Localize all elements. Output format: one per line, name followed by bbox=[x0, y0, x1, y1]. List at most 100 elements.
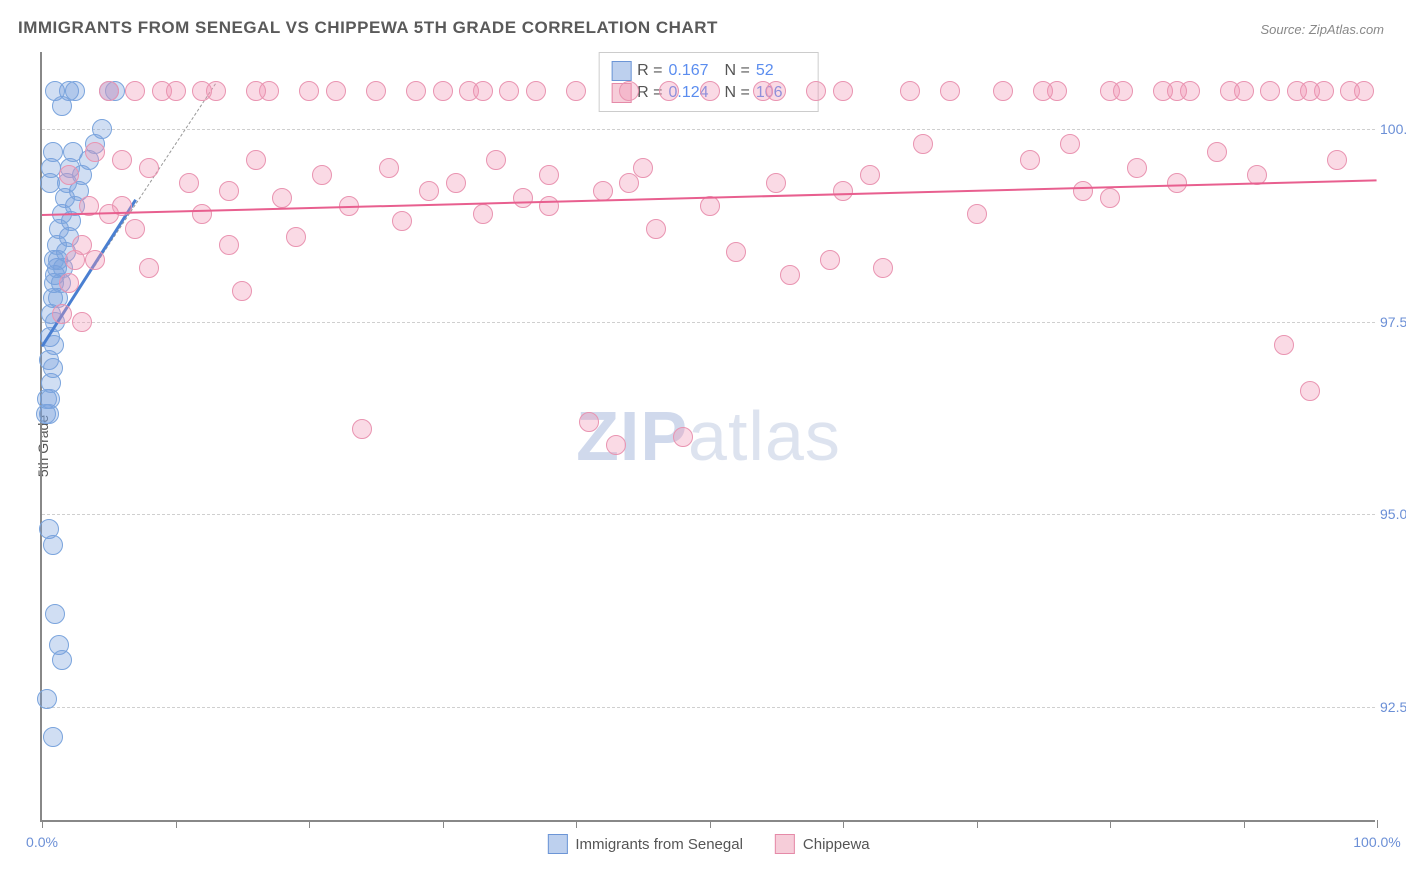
data-point bbox=[619, 81, 639, 101]
data-point bbox=[433, 81, 453, 101]
data-point bbox=[579, 412, 599, 432]
data-point bbox=[52, 304, 72, 324]
gridline bbox=[42, 707, 1375, 708]
xtick bbox=[176, 820, 177, 828]
xtick bbox=[443, 820, 444, 828]
data-point bbox=[1300, 381, 1320, 401]
data-point bbox=[419, 181, 439, 201]
data-point bbox=[1060, 134, 1080, 154]
data-point bbox=[52, 650, 72, 670]
ytick-label: 92.5% bbox=[1380, 699, 1406, 715]
data-point bbox=[139, 158, 159, 178]
data-point bbox=[446, 173, 466, 193]
ytick-label: 100.0% bbox=[1380, 121, 1406, 137]
ytick-label: 95.0% bbox=[1380, 506, 1406, 522]
data-point bbox=[85, 250, 105, 270]
data-point bbox=[92, 119, 112, 139]
legend-label-senegal: Immigrants from Senegal bbox=[575, 836, 743, 853]
r-label: R = bbox=[637, 62, 662, 80]
swatch-chippewa bbox=[775, 834, 795, 854]
data-point bbox=[112, 150, 132, 170]
data-point bbox=[219, 235, 239, 255]
data-point bbox=[43, 727, 63, 747]
data-point bbox=[1020, 150, 1040, 170]
r-value-senegal: 0.167 bbox=[669, 62, 719, 80]
data-point bbox=[59, 273, 79, 293]
xtick-label: 100.0% bbox=[1353, 834, 1400, 850]
data-point bbox=[99, 81, 119, 101]
data-point bbox=[1234, 81, 1254, 101]
data-point bbox=[513, 188, 533, 208]
data-point bbox=[1100, 188, 1120, 208]
data-point bbox=[166, 81, 186, 101]
legend-label-chippewa: Chippewa bbox=[803, 836, 870, 853]
data-point bbox=[125, 81, 145, 101]
data-point bbox=[52, 96, 72, 116]
data-point bbox=[1113, 81, 1133, 101]
xtick bbox=[710, 820, 711, 828]
data-point bbox=[312, 165, 332, 185]
data-point bbox=[940, 81, 960, 101]
data-point bbox=[806, 81, 826, 101]
data-point bbox=[45, 604, 65, 624]
data-point bbox=[700, 81, 720, 101]
data-point bbox=[326, 81, 346, 101]
data-point bbox=[833, 81, 853, 101]
data-point bbox=[486, 150, 506, 170]
data-point bbox=[873, 258, 893, 278]
data-point bbox=[43, 142, 63, 162]
data-point bbox=[539, 165, 559, 185]
legend-row-senegal: R = 0.167 N = 52 bbox=[611, 61, 806, 81]
data-point bbox=[646, 219, 666, 239]
data-point bbox=[37, 689, 57, 709]
gridline bbox=[42, 514, 1375, 515]
xtick bbox=[576, 820, 577, 828]
data-point bbox=[1073, 181, 1093, 201]
data-point bbox=[700, 196, 720, 216]
xtick bbox=[1244, 820, 1245, 828]
xtick bbox=[977, 820, 978, 828]
data-point bbox=[286, 227, 306, 247]
data-point bbox=[780, 265, 800, 285]
series-legend: Immigrants from Senegal Chippewa bbox=[547, 834, 869, 854]
plot-area: ZIPatlas R = 0.167 N = 52 R = 0.124 N = … bbox=[40, 52, 1375, 822]
data-point bbox=[1127, 158, 1147, 178]
data-point bbox=[65, 250, 85, 270]
data-point bbox=[673, 427, 693, 447]
chart-title: IMMIGRANTS FROM SENEGAL VS CHIPPEWA 5TH … bbox=[18, 18, 718, 38]
xtick bbox=[309, 820, 310, 828]
data-point bbox=[726, 242, 746, 262]
data-point bbox=[833, 181, 853, 201]
data-point bbox=[43, 535, 63, 555]
data-point bbox=[1033, 81, 1053, 101]
data-point bbox=[366, 81, 386, 101]
data-point bbox=[43, 358, 63, 378]
source-attribution: Source: ZipAtlas.com bbox=[1260, 22, 1384, 37]
data-point bbox=[352, 419, 372, 439]
data-point bbox=[766, 173, 786, 193]
legend-item-senegal: Immigrants from Senegal bbox=[547, 834, 743, 854]
data-point bbox=[1300, 81, 1320, 101]
data-point bbox=[473, 204, 493, 224]
data-point bbox=[1327, 150, 1347, 170]
data-point bbox=[1274, 335, 1294, 355]
data-point bbox=[606, 435, 626, 455]
data-point bbox=[392, 211, 412, 231]
data-point bbox=[1207, 142, 1227, 162]
data-point bbox=[766, 81, 786, 101]
xtick bbox=[843, 820, 844, 828]
data-point bbox=[993, 81, 1013, 101]
n-label: N = bbox=[725, 62, 750, 80]
data-point bbox=[272, 188, 292, 208]
data-point bbox=[967, 204, 987, 224]
data-point bbox=[619, 173, 639, 193]
xtick-label: 0.0% bbox=[26, 834, 58, 850]
xtick bbox=[42, 820, 43, 828]
data-point bbox=[659, 81, 679, 101]
data-point bbox=[1167, 173, 1187, 193]
data-point bbox=[539, 196, 559, 216]
data-point bbox=[1167, 81, 1187, 101]
ytick-label: 97.5% bbox=[1380, 314, 1406, 330]
n-label: N = bbox=[725, 84, 750, 102]
data-point bbox=[900, 81, 920, 101]
